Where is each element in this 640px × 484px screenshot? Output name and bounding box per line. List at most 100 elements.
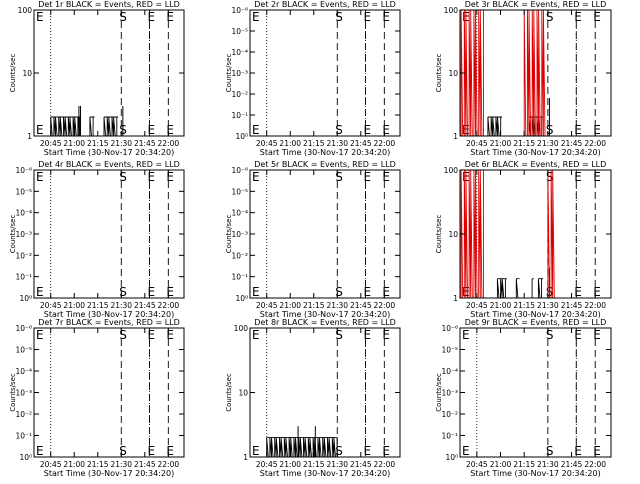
- x-axis-label: Start Time (30-Nov-17 20:34:20): [260, 148, 390, 157]
- panel-det-5: Det 5r BLACK = Events, RED = LLDEESSEEEE…: [225, 160, 401, 319]
- y-tick-label: 10⁻⁶: [231, 6, 248, 15]
- panel-title: Det 7r BLACK = Events, RED = LLD: [38, 318, 180, 327]
- panel-det-2: Det 2r BLACK = Events, RED = LLDEESSEEEE…: [225, 0, 401, 157]
- x-tick-label: 21:15: [87, 460, 109, 469]
- y-tick-label: 10⁻²: [231, 251, 248, 260]
- marker-label-bottom: S: [335, 285, 343, 299]
- y-tick-label: 10⁰: [19, 294, 32, 303]
- y-tick-label: 10⁻¹: [231, 111, 248, 120]
- y-tick-label: 10⁻²: [15, 251, 32, 260]
- marker-label-bottom: E: [462, 444, 470, 458]
- x-tick-label: 21:30: [326, 301, 348, 310]
- marker-label-top: E: [36, 328, 44, 342]
- y-tick-label: 10⁻⁴: [15, 209, 32, 218]
- y-tick-label: 10⁰: [235, 294, 248, 303]
- y-axis-label: Counts/sec: [9, 215, 17, 254]
- marker-label-top: S: [546, 328, 554, 342]
- y-tick-label: 10⁻³: [15, 389, 32, 398]
- marker-label-top: E: [36, 10, 44, 24]
- plot-frame: [33, 327, 185, 458]
- series-segment: [531, 278, 534, 298]
- marker-label-bottom: E: [382, 123, 390, 137]
- panel-title: Det 9r BLACK = Events, RED = LLD: [465, 318, 607, 327]
- marker-label-bottom: E: [574, 285, 582, 299]
- marker-label-top: S: [119, 10, 127, 24]
- marker-label-bottom: E: [148, 123, 156, 137]
- marker-label-bottom: E: [148, 285, 156, 299]
- x-tick-label: 21:45: [561, 460, 583, 469]
- marker-label-bottom: E: [593, 123, 601, 137]
- y-tick-label: 10⁻⁵: [15, 187, 32, 196]
- marker-label-bottom: S: [119, 444, 127, 458]
- x-tick-label: 20:45: [40, 301, 62, 310]
- y-tick-label: 10⁻⁶: [15, 324, 32, 333]
- series-segment: [496, 278, 507, 299]
- y-tick-label: 10⁻⁴: [231, 209, 248, 218]
- x-axis-label: Start Time (30-Nov-17 20:34:20): [44, 469, 174, 478]
- y-tick-label: 10⁻⁶: [231, 166, 248, 175]
- x-axis-label: Start Time (30-Nov-17 20:34:20): [260, 469, 390, 478]
- marker-label-top: E: [382, 170, 390, 184]
- y-tick-label: 10⁻³: [231, 69, 248, 78]
- y-tick-label: 10⁻⁴: [231, 48, 248, 57]
- y-axis-label: Counts/sec: [225, 215, 233, 254]
- series-segment: [50, 116, 81, 137]
- y-tick-label: 100: [234, 324, 249, 333]
- series-segment: [528, 116, 544, 137]
- panel-det-8: Det 8r BLACK = Events, RED = LLDEESSEEEE…: [225, 318, 401, 478]
- x-tick-label: 21:45: [134, 460, 156, 469]
- series-segment: [523, 9, 547, 137]
- marker-label-bottom: E: [364, 285, 372, 299]
- x-tick-label: 20:45: [256, 139, 278, 148]
- marker-label-top: E: [252, 10, 260, 24]
- y-tick-label: 10: [448, 69, 458, 78]
- marker-label-bottom: E: [252, 444, 260, 458]
- marker-label-bottom: E: [574, 123, 582, 137]
- series-segment: [103, 116, 119, 137]
- x-tick-label: 22:00: [374, 301, 396, 310]
- marker-label-bottom: S: [335, 123, 343, 137]
- marker-label-top: E: [382, 10, 390, 24]
- panel-title: Det 2r BLACK = Events, RED = LLD: [254, 0, 396, 9]
- x-axis-label: Start Time (30-Nov-17 20:34:20): [470, 148, 600, 157]
- x-tick-label: 20:45: [466, 301, 488, 310]
- plot-frame: [459, 327, 612, 458]
- marker-label-top: E: [462, 328, 470, 342]
- marker-label-top: E: [593, 10, 601, 24]
- marker-label-top: E: [364, 10, 372, 24]
- marker-label-top: E: [252, 170, 260, 184]
- x-tick-label: 22:00: [374, 139, 396, 148]
- marker-label-top: E: [593, 170, 601, 184]
- marker-label-top: E: [148, 328, 156, 342]
- x-axis-label: Start Time (30-Nov-17 20:34:20): [260, 310, 390, 319]
- marker-label-top: E: [252, 328, 260, 342]
- y-axis-label: Counts/sec: [225, 54, 233, 93]
- x-tick-label: 21:15: [303, 139, 325, 148]
- x-tick-label: 21:30: [110, 460, 132, 469]
- marker-label-top: E: [574, 328, 582, 342]
- x-tick-label: 21:00: [490, 139, 512, 148]
- y-tick-label: 10: [448, 230, 458, 239]
- x-tick-label: 21:00: [63, 460, 85, 469]
- marker-label-bottom: E: [36, 444, 44, 458]
- y-tick-label: 100: [444, 6, 459, 15]
- panel-det-1: Det 1r BLACK = Events, RED = LLDEESSEEEE…: [9, 0, 185, 157]
- plot-frame: [33, 169, 185, 299]
- x-tick-label: 20:45: [466, 139, 488, 148]
- x-tick-label: 21:00: [490, 301, 512, 310]
- panel-det-6: Det 6r BLACK = Events, RED = LLDEESSEEEE…: [435, 160, 612, 319]
- series-segment: [537, 278, 544, 299]
- marker-label-top: E: [593, 328, 601, 342]
- y-tick-label: 10⁻⁵: [441, 346, 458, 355]
- x-tick-label: 21:45: [134, 139, 156, 148]
- y-axis-label: Counts/sec: [435, 215, 443, 254]
- x-tick-label: 21:45: [350, 460, 372, 469]
- marker-label-top: S: [335, 328, 343, 342]
- marker-label-bottom: E: [148, 444, 156, 458]
- series-segment: [266, 437, 338, 458]
- marker-label-bottom: E: [382, 285, 390, 299]
- y-tick-label: 10⁻¹: [231, 273, 248, 282]
- marker-label-top: S: [119, 170, 127, 184]
- y-tick-label: 10⁻³: [231, 230, 248, 239]
